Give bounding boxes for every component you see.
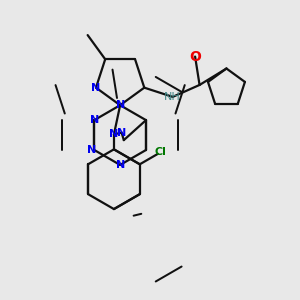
Text: N: N <box>117 128 126 138</box>
Text: N: N <box>109 129 119 140</box>
Text: N: N <box>90 115 99 125</box>
Text: N: N <box>116 100 125 110</box>
Text: N: N <box>92 83 100 93</box>
Text: O: O <box>189 50 201 64</box>
Text: N: N <box>116 160 125 170</box>
Text: N: N <box>87 145 97 155</box>
Text: Cl: Cl <box>154 147 166 157</box>
Text: NH: NH <box>164 92 181 102</box>
